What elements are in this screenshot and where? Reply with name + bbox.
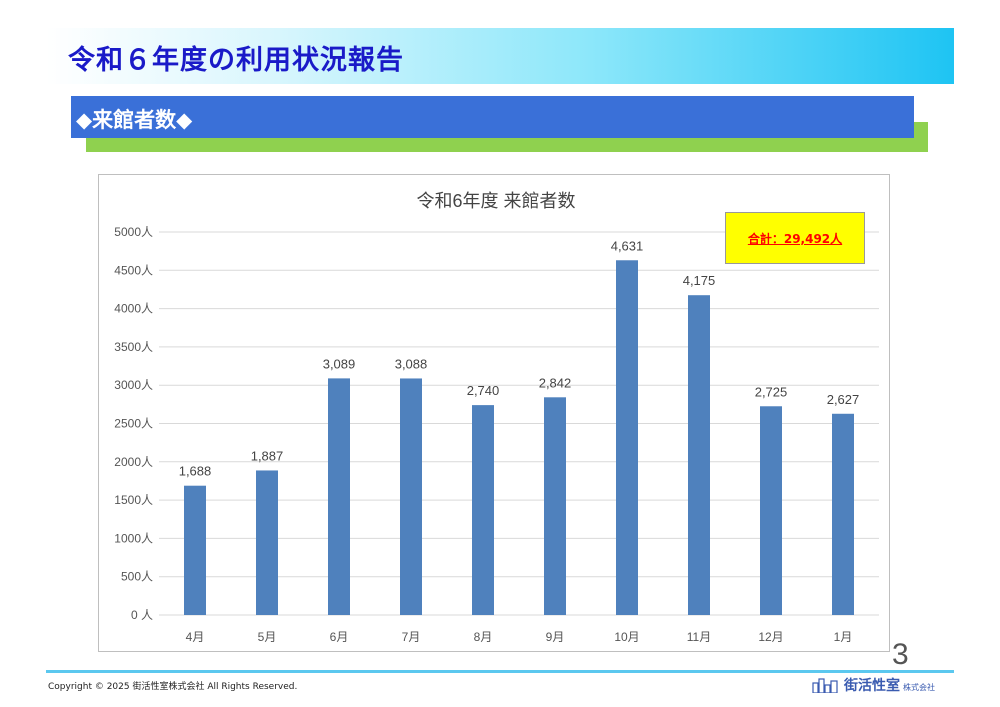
city-buildings-icon bbox=[812, 678, 838, 693]
bar bbox=[544, 397, 566, 615]
page-number: 3 bbox=[892, 638, 909, 671]
page-title: 令和６年度の利用状況報告 bbox=[68, 45, 404, 76]
x-tick-label: 5月 bbox=[258, 630, 277, 644]
y-tick-label: 2500人 bbox=[114, 417, 153, 431]
data-label: 2,740 bbox=[467, 383, 500, 398]
y-tick-label: 500人 bbox=[121, 570, 153, 584]
x-tick-label: 7月 bbox=[402, 630, 421, 644]
data-label: 3,089 bbox=[323, 356, 356, 371]
company-logo: 街活性室 株式会社 bbox=[812, 675, 935, 695]
x-tick-label: 8月 bbox=[474, 630, 493, 644]
total-annotation: 合計：29,492人 bbox=[747, 231, 843, 246]
data-label: 3,088 bbox=[395, 356, 428, 371]
y-tick-label: 1500人 bbox=[114, 493, 153, 507]
data-label: 4,175 bbox=[683, 273, 716, 288]
bar bbox=[256, 470, 278, 615]
x-tick-label: 1月 bbox=[834, 630, 853, 644]
section-title: ◆来館者数◆ bbox=[76, 108, 193, 132]
title-bar bbox=[46, 28, 954, 84]
y-tick-label: 1000人 bbox=[114, 531, 153, 545]
bar bbox=[472, 405, 494, 615]
x-tick-label: 11月 bbox=[687, 630, 711, 644]
data-label: 2,627 bbox=[827, 392, 860, 407]
x-tick-label: 6月 bbox=[330, 630, 349, 644]
x-tick-label: 10月 bbox=[614, 630, 639, 644]
bar bbox=[400, 378, 422, 615]
x-tick-label: 12月 bbox=[758, 630, 783, 644]
bar bbox=[184, 485, 206, 615]
chart-title: 令和6年度 来館者数 bbox=[416, 191, 575, 211]
data-label: 4,631 bbox=[611, 238, 644, 253]
data-label: 2,842 bbox=[539, 375, 572, 390]
bar bbox=[616, 260, 638, 615]
chart-area: 令和6年度 来館者数 0 人 500人 1000人 1500人 2000人 2500人 300… bbox=[98, 174, 890, 652]
y-tick-label: 4000人 bbox=[114, 302, 153, 316]
footer-divider bbox=[46, 670, 954, 673]
bar-chart: 令和6年度 来館者数 0 人 500人 1000人 1500人 2000人 2500人 300… bbox=[114, 191, 879, 644]
copyright-text: Copyright © 2025 街活性室株式会社 All Rights Res… bbox=[48, 682, 298, 692]
logo-sub: 株式会社 bbox=[903, 682, 935, 692]
logo-name: 街活性室 bbox=[844, 678, 900, 694]
total-annotation-box: 合計：29,492人 bbox=[725, 212, 865, 264]
y-tick-label: 5000人 bbox=[114, 225, 153, 239]
data-label: 2,725 bbox=[755, 384, 788, 399]
section-header bbox=[71, 96, 914, 138]
y-tick-label: 2000人 bbox=[114, 455, 153, 469]
y-tick-label: 3000人 bbox=[114, 378, 153, 392]
bar bbox=[328, 378, 350, 615]
bar bbox=[760, 406, 782, 615]
y-tick-label: 3500人 bbox=[114, 340, 153, 354]
x-tick-label: 4月 bbox=[186, 630, 205, 644]
data-label: 1,887 bbox=[251, 448, 284, 463]
data-label: 1,688 bbox=[179, 464, 212, 479]
bar bbox=[688, 295, 710, 615]
bar bbox=[832, 413, 854, 615]
y-tick-label: 0 人 bbox=[131, 608, 153, 622]
y-tick-label: 4500人 bbox=[114, 263, 153, 277]
x-tick-label: 9月 bbox=[546, 630, 565, 644]
